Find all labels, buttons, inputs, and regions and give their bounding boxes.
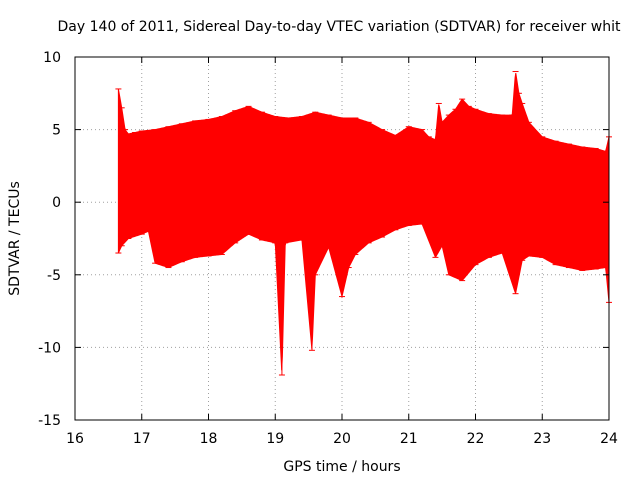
x-axis-label: GPS time / hours [283,459,400,475]
y-axis-label: SDTVAR / TECUs [7,181,23,296]
x-tick-label: 23 [533,431,551,447]
x-tick-label: 19 [266,431,284,447]
x-tick-label: 21 [400,431,418,447]
y-tick-label: -15 [38,413,61,429]
x-tick-label: 22 [467,431,485,447]
x-tick-label: 16 [66,431,84,447]
x-tick-label: 18 [200,431,218,447]
x-tick-label: 17 [133,431,151,447]
tick-layer: 16 17 18 19 20 21 22 23 24 10 5 0 -5 -10 -15 [38,50,618,447]
chart-title: Day 140 of 2011, Sidereal Day-to-day VTE… [57,19,621,35]
data-band [117,72,610,371]
y-tick-label: 5 [52,123,61,139]
x-tick-label: 20 [333,431,351,447]
y-tick-label: 10 [43,50,61,66]
data-layer [115,71,612,376]
y-tick-label: 0 [52,195,61,211]
x-tick-label: 24 [600,431,618,447]
y-tick-label: -10 [38,340,61,356]
y-tick-label: -5 [47,268,61,284]
